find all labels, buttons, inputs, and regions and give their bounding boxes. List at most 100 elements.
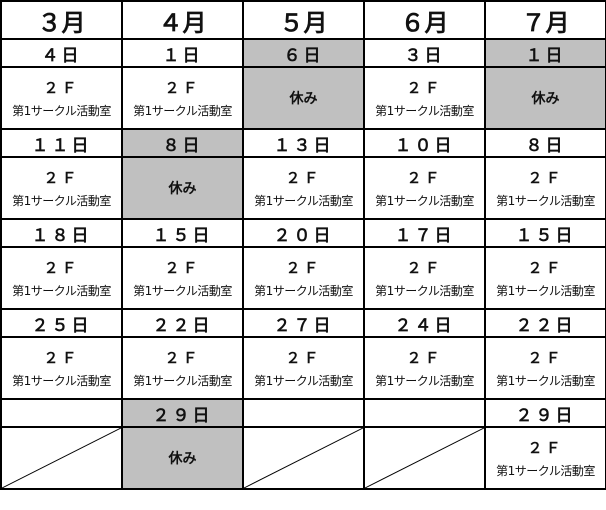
date-cell: ２５日 — [0, 308, 123, 338]
floor-label: ２Ｆ — [406, 349, 443, 367]
room-label: 第1サークル活動室 — [12, 104, 111, 118]
floor-label: ２Ｆ — [527, 259, 564, 277]
location-cell: ２Ｆ 第1サークル活動室 — [242, 156, 365, 220]
location-row: 休み ２Ｆ 第1サークル活動室 — [0, 426, 606, 490]
diagonal-slash-icon — [2, 428, 121, 488]
room-label: 第1サークル活動室 — [496, 374, 595, 388]
date-cell: ２０日 — [242, 218, 365, 248]
date-cell: ２２日 — [484, 308, 606, 338]
location-cell: ２Ｆ 第1サークル活動室 — [0, 336, 123, 400]
floor-label: ２Ｆ — [285, 259, 322, 277]
location-row: ２Ｆ 第1サークル活動室 ２Ｆ 第1サークル活動室 ２Ｆ 第1サークル活動室 ２Ｆ 第1サーク… — [0, 246, 606, 310]
floor-label: ２Ｆ — [527, 349, 564, 367]
room-label: 第1サークル活動室 — [375, 284, 474, 298]
floor-label: ２Ｆ — [527, 169, 564, 187]
location-cell: ２Ｆ 第1サークル活動室 — [242, 336, 365, 400]
date-cell — [242, 398, 365, 428]
room-label: 第1サークル活動室 — [133, 104, 232, 118]
location-cell: ２Ｆ 第1サークル活動室 — [121, 336, 244, 400]
location-cell: ２Ｆ 第1サークル活動室 — [363, 246, 486, 310]
schedule-table: ３月 ４月 ５月 ６月 ７月 ４日 １日 ６日 ３日 １日 ２Ｆ 第1サークル活動室 ２Ｆ 第1サークル活… — [0, 0, 606, 490]
room-label: 第1サークル活動室 — [133, 284, 232, 298]
floor-label: ２Ｆ — [406, 259, 443, 277]
room-label: 第1サークル活動室 — [375, 194, 474, 208]
floor-label: ２Ｆ — [43, 349, 80, 367]
location-cell: ２Ｆ 第1サークル活動室 — [484, 156, 606, 220]
diagonal-slash-icon — [244, 428, 363, 488]
month-header-row: ３月 ４月 ５月 ６月 ７月 — [0, 0, 606, 40]
date-row: ２５日 ２２日 ２７日 ２４日 ２２日 — [0, 308, 606, 338]
empty-slash-cell — [242, 426, 365, 490]
room-label: 第1サークル活動室 — [133, 374, 232, 388]
room-label: 第1サークル活動室 — [254, 284, 353, 298]
location-row: ２Ｆ 第1サークル活動室 ２Ｆ 第1サークル活動室 ２Ｆ 第1サークル活動室 ２Ｆ 第1サーク… — [0, 336, 606, 400]
location-cell: ２Ｆ 第1サークル活動室 — [484, 336, 606, 400]
floor-label: ２Ｆ — [164, 349, 201, 367]
date-cell: ２４日 — [363, 308, 486, 338]
date-cell: ８日 — [484, 128, 606, 158]
floor-label: ２Ｆ — [285, 349, 322, 367]
date-cell: ２７日 — [242, 308, 365, 338]
date-cell: １５日 — [484, 218, 606, 248]
room-label: 第1サークル活動室 — [12, 194, 111, 208]
floor-label: ２Ｆ — [43, 79, 80, 97]
date-cell: １１日 — [0, 128, 123, 158]
location-cell: ２Ｆ 第1サークル活動室 — [484, 426, 606, 490]
location-row: ２Ｆ 第1サークル活動室 休み ２Ｆ 第1サークル活動室 ２Ｆ 第1サークル活動室 ２Ｆ 第1サ… — [0, 156, 606, 220]
date-cell: ６日 — [242, 38, 365, 68]
location-cell: ２Ｆ 第1サークル活動室 — [0, 246, 123, 310]
location-cell: ２Ｆ 第1サークル活動室 — [363, 156, 486, 220]
date-cell: ２２日 — [121, 308, 244, 338]
date-row: １８日 １５日 ２０日 １７日 １５日 — [0, 218, 606, 248]
month-header: ５月 — [242, 0, 365, 40]
date-row: ４日 １日 ６日 ３日 １日 — [0, 38, 606, 68]
date-cell: ８日 — [121, 128, 244, 158]
room-label: 第1サークル活動室 — [496, 464, 595, 478]
date-cell: １８日 — [0, 218, 123, 248]
closed-cell: 休み — [484, 66, 606, 130]
closed-cell: 休み — [121, 426, 244, 490]
floor-label: ２Ｆ — [43, 169, 80, 187]
date-cell: １日 — [121, 38, 244, 68]
date-cell: １５日 — [121, 218, 244, 248]
month-header: ６月 — [363, 0, 486, 40]
date-cell: ２９日 — [121, 398, 244, 428]
floor-label: ２Ｆ — [406, 169, 443, 187]
date-cell: １０日 — [363, 128, 486, 158]
month-header: ７月 — [484, 0, 606, 40]
empty-slash-cell — [0, 426, 123, 490]
floor-label: ２Ｆ — [406, 79, 443, 97]
location-cell: ２Ｆ 第1サークル活動室 — [0, 66, 123, 130]
floor-label: ２Ｆ — [164, 79, 201, 97]
room-label: 第1サークル活動室 — [375, 104, 474, 118]
room-label: 第1サークル活動室 — [375, 374, 474, 388]
location-cell: ２Ｆ 第1サークル活動室 — [0, 156, 123, 220]
month-header: ４月 — [121, 0, 244, 40]
location-cell: ２Ｆ 第1サークル活動室 — [121, 66, 244, 130]
floor-label: ２Ｆ — [43, 259, 80, 277]
date-cell: １３日 — [242, 128, 365, 158]
date-cell: １７日 — [363, 218, 486, 248]
date-cell: ３日 — [363, 38, 486, 68]
location-cell: ２Ｆ 第1サークル活動室 — [242, 246, 365, 310]
diagonal-slash-icon — [365, 428, 484, 488]
location-cell: ２Ｆ 第1サークル活動室 — [363, 66, 486, 130]
floor-label: ２Ｆ — [527, 439, 564, 457]
date-row: １１日 ８日 １３日 １０日 ８日 — [0, 128, 606, 158]
location-cell: ２Ｆ 第1サークル活動室 — [121, 246, 244, 310]
date-cell: ４日 — [0, 38, 123, 68]
room-label: 第1サークル活動室 — [12, 374, 111, 388]
date-cell — [363, 398, 486, 428]
date-cell: １日 — [484, 38, 606, 68]
month-header: ３月 — [0, 0, 123, 40]
room-label: 第1サークル活動室 — [496, 284, 595, 298]
closed-cell: 休み — [242, 66, 365, 130]
room-label: 第1サークル活動室 — [12, 284, 111, 298]
floor-label: ２Ｆ — [285, 169, 322, 187]
closed-cell: 休み — [121, 156, 244, 220]
date-row: ２９日 ２９日 — [0, 398, 606, 428]
room-label: 第1サークル活動室 — [254, 194, 353, 208]
location-row: ２Ｆ 第1サークル活動室 ２Ｆ 第1サークル活動室 休み ２Ｆ 第1サークル活動室 休み — [0, 66, 606, 130]
room-label: 第1サークル活動室 — [496, 194, 595, 208]
location-cell: ２Ｆ 第1サークル活動室 — [484, 246, 606, 310]
